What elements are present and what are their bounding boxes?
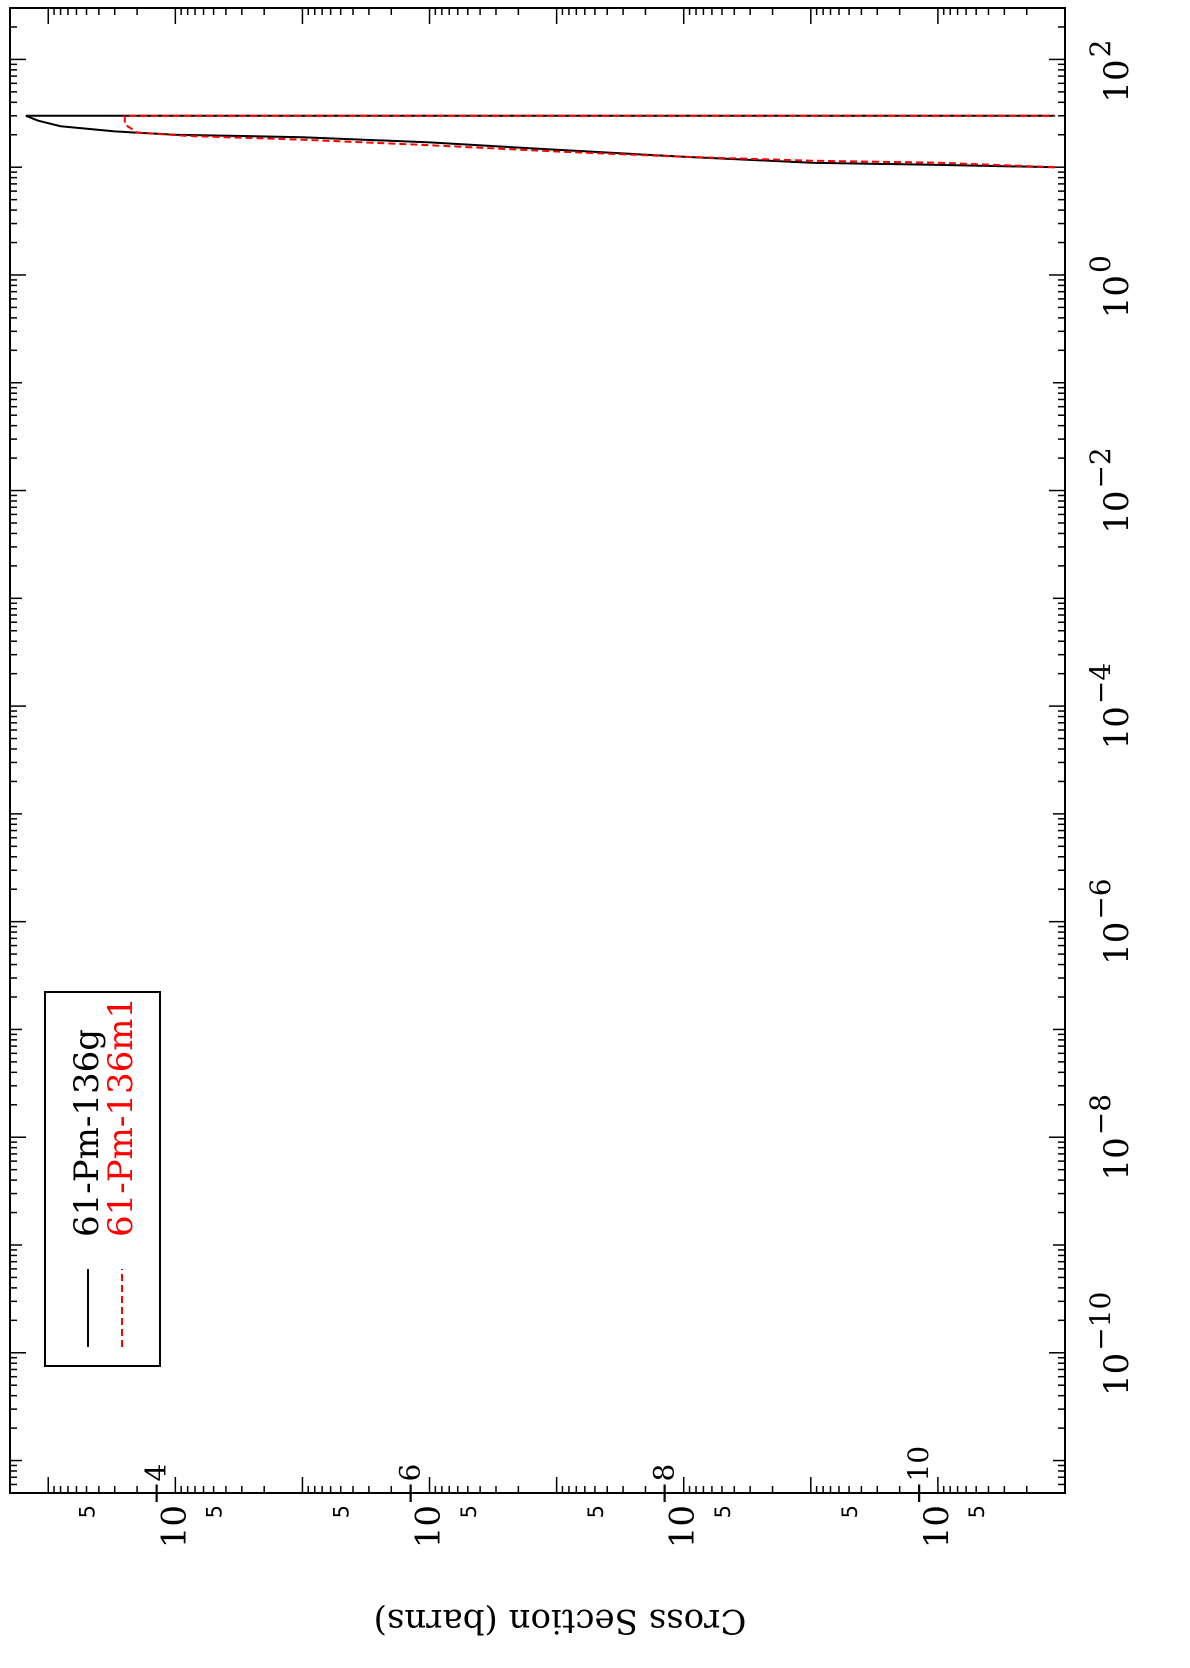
x-tick-label-base: 10 <box>1097 491 1137 534</box>
x-tick-label-exponent: 2 <box>1084 40 1117 58</box>
y-tick-label-exponent: −10 <box>902 1446 935 1505</box>
y-minor-label-text: 5 <box>76 1505 100 1518</box>
x-tick-label-base: 10 <box>1097 275 1137 318</box>
x-tick-label: 10−10 <box>1084 1292 1137 1396</box>
x-tick-label-exponent: −2 <box>1084 447 1117 488</box>
y-minor-label: 5 <box>76 1505 100 1518</box>
y-tick-label: 10−10 <box>902 1446 957 1548</box>
y-minor-label-text: 5 <box>584 1505 608 1518</box>
x-tick-label-exponent: 0 <box>1084 255 1117 273</box>
y-tick-label-exponent: −6 <box>394 1464 427 1505</box>
y-minor-label-text: 5 <box>203 1505 227 1518</box>
y-axis-title-text: Cross Section (barns) <box>374 1601 747 1641</box>
x-tick-label-base: 10 <box>1097 59 1137 102</box>
y-tick-label-base: 10 <box>154 1505 194 1548</box>
y-tick-label: 10−6 <box>394 1464 449 1549</box>
legend-entry-0: 61-Pm-136g <box>67 1029 107 1237</box>
plot-frame <box>9 7 1066 1494</box>
x-tick-label-base: 10 <box>1097 1137 1137 1180</box>
y-minor-label-text: 5 <box>965 1505 989 1518</box>
legend-label-1: 61-Pm-136m1 <box>101 997 141 1237</box>
y-tick-label-exponent: −4 <box>139 1464 172 1505</box>
y-tick-label-base: 10 <box>917 1505 957 1548</box>
series-line-1 <box>123 114 1055 169</box>
tick-labels-group: 10−1010−810−610−410−210010210−1010−810−6… <box>76 40 1137 1641</box>
y-minor-label: 5 <box>457 1505 481 1518</box>
plot-frame-group <box>9 7 1066 1494</box>
y-tick-label-base: 10 <box>663 1505 703 1548</box>
y-minor-label-text: 5 <box>711 1505 735 1518</box>
y-minor-label-text: 5 <box>838 1505 862 1518</box>
x-tick-label-exponent: −8 <box>1084 1094 1117 1135</box>
y-tick-label: 10−4 <box>139 1464 194 1549</box>
legend-box <box>44 991 161 1367</box>
x-tick-label: 10−4 <box>1084 663 1137 750</box>
y-minor-label: 5 <box>965 1505 989 1518</box>
y-tick-label-base: 10 <box>409 1505 449 1548</box>
x-tick-label-exponent: −4 <box>1084 663 1117 704</box>
y-minor-label: 5 <box>584 1505 608 1518</box>
x-tick-label-base: 10 <box>1097 1353 1137 1396</box>
ticks-group <box>9 7 1066 1494</box>
x-tick-label-exponent: −10 <box>1084 1292 1117 1351</box>
y-minor-label: 5 <box>838 1505 862 1518</box>
y-minor-label-text: 5 <box>457 1505 481 1518</box>
x-tick-label-base: 10 <box>1097 922 1137 965</box>
x-tick-label: 10−8 <box>1084 1094 1137 1181</box>
y-minor-label: 5 <box>330 1505 354 1518</box>
series-line-0 <box>25 114 1055 169</box>
y-minor-label: 5 <box>711 1505 735 1518</box>
x-tick-label: 10−6 <box>1084 878 1137 965</box>
x-tick-label: 10−2 <box>1084 447 1137 534</box>
y-tick-label: 10−8 <box>648 1464 703 1549</box>
x-tick-label-exponent: −6 <box>1084 878 1117 919</box>
x-tick-label: 102 <box>1084 40 1137 103</box>
legend-label-0: 61-Pm-136g <box>67 1029 107 1237</box>
y-minor-label-text: 5 <box>330 1505 354 1518</box>
y-minor-label: 5 <box>203 1505 227 1518</box>
y-axis-title: Cross Section (barns) <box>374 1601 747 1641</box>
x-tick-label-base: 10 <box>1097 706 1137 749</box>
legend-entry-1: 61-Pm-136m1 <box>101 997 141 1237</box>
x-tick-label: 100 <box>1084 255 1137 318</box>
series-group <box>25 114 1055 169</box>
y-tick-label-exponent: −8 <box>648 1464 681 1505</box>
